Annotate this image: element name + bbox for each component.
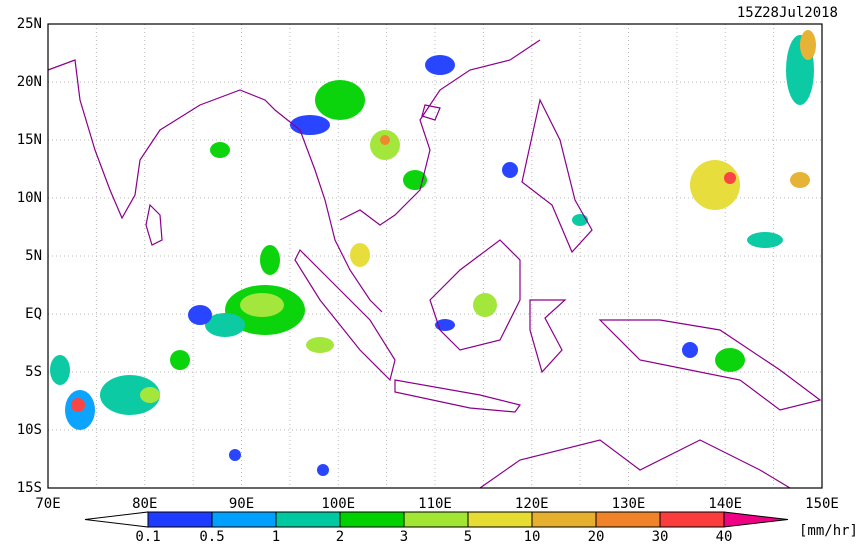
lat-label: 15N: [17, 132, 42, 148]
lon-label: 150E: [805, 496, 839, 512]
colorbar-min-arrow: [84, 511, 149, 528]
colorbar-label: 30: [652, 529, 669, 544]
colorbar-swatch: [147, 511, 213, 528]
colorbar-swatch: [659, 511, 725, 528]
lat-label: 25N: [17, 16, 42, 32]
lat-label: EQ: [25, 306, 42, 322]
colorbar-label: 3: [400, 529, 408, 544]
map-frame: [47, 23, 823, 489]
rain-field: [50, 30, 816, 476]
colorbar-label: 0.5: [199, 529, 224, 544]
colorbar-swatch: [211, 511, 277, 528]
colorbar-swatch: [403, 511, 469, 528]
colorbar-label: 20: [588, 529, 605, 544]
timestamp: 15Z28Jul2018: [737, 5, 838, 21]
colorbar-unit: [mm/hr]: [799, 523, 858, 539]
colorbar-max-arrow: [723, 511, 789, 528]
lat-label: 5S: [25, 364, 42, 380]
lon-label: 70E: [35, 496, 60, 512]
colorbar-label: 1: [272, 529, 280, 544]
colorbar-label: 40: [716, 529, 733, 544]
coastlines: [47, 39, 822, 489]
colorbar: 0.1 0.5 1 2 3 5 10 20 30 40 [mm/hr]: [84, 511, 858, 544]
colorbar-swatch: [595, 511, 661, 528]
lat-label: 20N: [17, 74, 42, 90]
lat-label: 10S: [17, 422, 42, 438]
lon-label: 110E: [418, 496, 452, 512]
lat-label: 15S: [17, 480, 42, 496]
colorbar-label: 10: [524, 529, 541, 544]
colorbar-swatch: [275, 511, 341, 528]
lat-label: 5N: [25, 248, 42, 264]
lon-label: 90E: [229, 496, 254, 512]
grid: [48, 24, 822, 488]
lon-label: 100E: [321, 496, 355, 512]
colorbar-swatch: [467, 511, 533, 528]
lon-label: 120E: [515, 496, 549, 512]
colorbar-label: 5: [464, 529, 472, 544]
lat-label: 10N: [17, 190, 42, 206]
lon-label: 130E: [612, 496, 646, 512]
colorbar-label: 0.1: [135, 529, 160, 544]
lon-label: 80E: [132, 496, 157, 512]
colorbar-swatch: [531, 511, 597, 528]
colorbar-swatch: [339, 511, 405, 528]
colorbar-label: 2: [336, 529, 344, 544]
lon-label: 140E: [708, 496, 742, 512]
